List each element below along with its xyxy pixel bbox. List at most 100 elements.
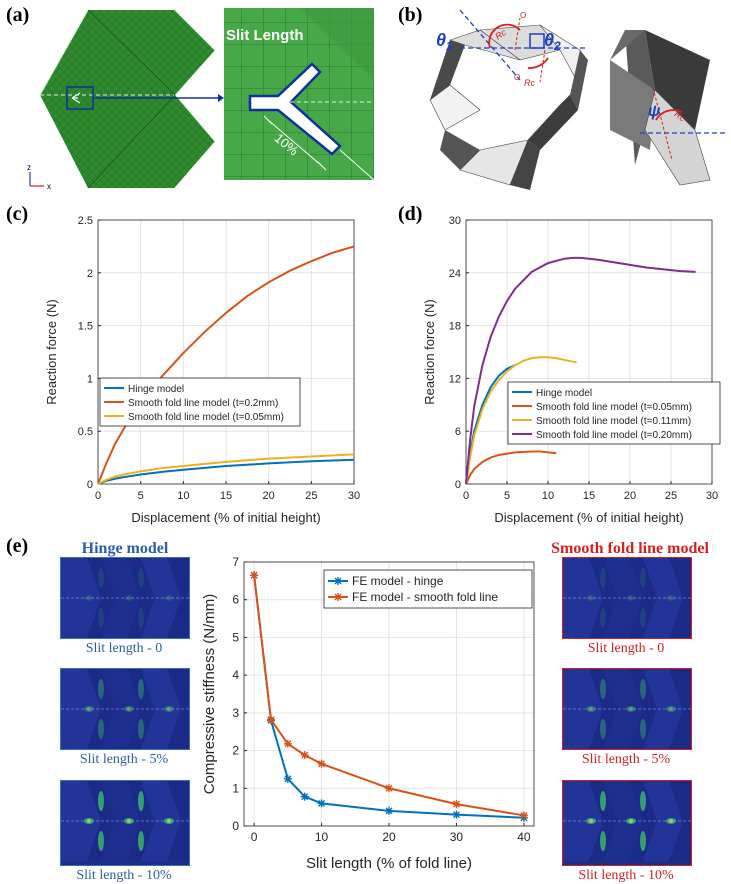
y-tick-label: 1 <box>232 781 239 795</box>
theta2-label: θ2 <box>544 30 561 53</box>
axis-triad: z x <box>27 163 51 191</box>
psi-label: ψ <box>648 103 661 120</box>
y-tick-label: 0.5 <box>78 426 93 438</box>
o-label-1: O <box>520 11 526 20</box>
panel-a-figure: z x Slit Length 10% <box>27 8 375 191</box>
right-caption-2: Slit length - 10% <box>578 868 674 883</box>
right-caption-0: Slit length - 0 <box>587 641 665 656</box>
panel-a-label: (a) <box>6 4 30 26</box>
y-tick-label: 0 <box>87 479 93 491</box>
origami-mesh <box>40 10 215 188</box>
axis-z-label: z <box>27 163 31 172</box>
chart-d: 0 5 10 15 20 25 30 0 6 12 18 24 30 Displacement (% of… <box>422 215 721 525</box>
data-point <box>519 811 528 820</box>
right-fe-thumbnail-0 <box>562 557 692 639</box>
legend-marker <box>334 593 342 601</box>
right-fe-thumbnail-1 <box>562 668 692 750</box>
data-point <box>385 806 393 815</box>
y-axis-label: Reaction force (N) <box>44 299 59 404</box>
left-caption-0: Slit length - 0 <box>85 641 163 656</box>
y-tick-label: 4 <box>232 668 239 682</box>
x-axis-label: Slit length (% of fold line) <box>306 855 472 872</box>
left-fe-thumbnail-2 <box>60 780 190 866</box>
theta1-label: θ1 <box>436 30 453 53</box>
slit-shape <box>248 62 342 156</box>
y-tick-label: 30 <box>449 215 461 227</box>
y-axis-label: Reaction force (N) <box>422 299 437 404</box>
right-caption-1: Slit length - 5% <box>581 752 671 767</box>
legend-label: Hinge model <box>128 384 184 395</box>
panel-b-label: (b) <box>398 4 423 26</box>
x-tick-label: 5 <box>138 490 144 502</box>
y-tick-label: 18 <box>449 321 461 333</box>
x-tick-label: 5 <box>504 490 510 502</box>
legend-label: FE model - smooth fold line <box>352 590 498 604</box>
y-tick-label: 6 <box>455 426 461 438</box>
legend-box <box>99 377 301 427</box>
y-tick-label: 1 <box>87 373 93 385</box>
data-point <box>300 792 309 801</box>
panel-e-label: (e) <box>6 535 29 557</box>
panel-d-label: (d) <box>398 203 423 225</box>
x-tick-label: 10 <box>542 490 554 502</box>
x-tick-label: 10 <box>315 830 329 844</box>
left-caption-1: Slit length - 5% <box>79 752 169 767</box>
data-point <box>283 739 292 748</box>
chart-e: 0 10 20 30 40 0 1 2 3 4 5 6 7 Slit length (% of fold … <box>201 555 535 872</box>
data-point <box>300 751 309 760</box>
y-tick-label: 0 <box>232 819 239 833</box>
data-point <box>317 799 326 808</box>
series-line-0 <box>253 575 524 819</box>
kresling-side-view: ψ Rc <box>610 30 725 186</box>
x-tick-label: 20 <box>624 490 636 502</box>
series-line-0 <box>97 458 355 485</box>
panel-b-figure: θ1 θ2 Rc Rc O O ψ Rc <box>429 9 725 190</box>
data-point <box>317 759 326 768</box>
y-tick-label: 3 <box>232 706 239 720</box>
y-axis-label: Compressive stiffness (N/mm) <box>201 594 218 795</box>
x-axis-label: Displacement (% of initial height) <box>494 510 683 525</box>
x-tick-label: 30 <box>706 490 718 502</box>
x-tick-label: 40 <box>517 830 531 844</box>
chart-c: 0 5 10 15 20 25 30 0 0.5 1 1.5 2 2.5 Displacement (% … <box>44 215 360 525</box>
x-tick-label: 15 <box>583 490 595 502</box>
data-point <box>250 571 259 580</box>
y-tick-label: 0 <box>455 479 461 491</box>
right-fe-thumbnail-2 <box>562 780 692 866</box>
rc-label-2: Rc <box>524 78 535 88</box>
x-tick-label: 0 <box>251 830 258 844</box>
x-tick-label: 0 <box>463 490 469 502</box>
left-caption-2: Slit length - 10% <box>76 868 172 883</box>
o-label-2: O <box>514 73 520 82</box>
y-tick-label: 1.5 <box>78 321 93 333</box>
series-line-3 <box>465 256 696 485</box>
legend-label: Smooth fold line model (t=0.11mm) <box>536 416 691 427</box>
x-axis-label: Displacement (% of initial height) <box>131 510 320 525</box>
series-line-1 <box>253 575 525 817</box>
legend-label: Smooth fold line model (t=0.05mm) <box>536 402 692 413</box>
y-tick-label: 2.5 <box>78 215 93 227</box>
kresling-top-view: θ1 θ2 Rc Rc O O <box>429 9 588 190</box>
x-tick-label: 0 <box>95 490 101 502</box>
left-fe-thumbnail-0 <box>60 557 190 639</box>
data-point <box>452 800 461 809</box>
legend-label: Smooth fold line model (t=0.2mm) <box>128 398 278 409</box>
y-tick-label: 12 <box>449 373 461 385</box>
legend-label: FE model - hinge <box>352 574 444 588</box>
series-line-2 <box>465 356 577 485</box>
series-line-2 <box>97 453 355 485</box>
legend-box <box>323 569 533 609</box>
data-point <box>283 774 292 783</box>
data-point <box>385 784 393 793</box>
legend-box <box>507 381 721 445</box>
x-tick-label: 15 <box>220 490 232 502</box>
left-fe-thumbnail-1 <box>60 668 190 750</box>
axis-x-label: x <box>47 182 51 191</box>
hinge-model-title: Hinge model <box>81 540 169 557</box>
data-point <box>266 715 275 724</box>
series-line-1 <box>97 245 355 485</box>
data-point <box>452 810 461 819</box>
x-tick-label: 10 <box>177 490 189 502</box>
legend-marker <box>334 577 342 585</box>
smooth-model-title: Smooth fold line model <box>551 540 709 557</box>
